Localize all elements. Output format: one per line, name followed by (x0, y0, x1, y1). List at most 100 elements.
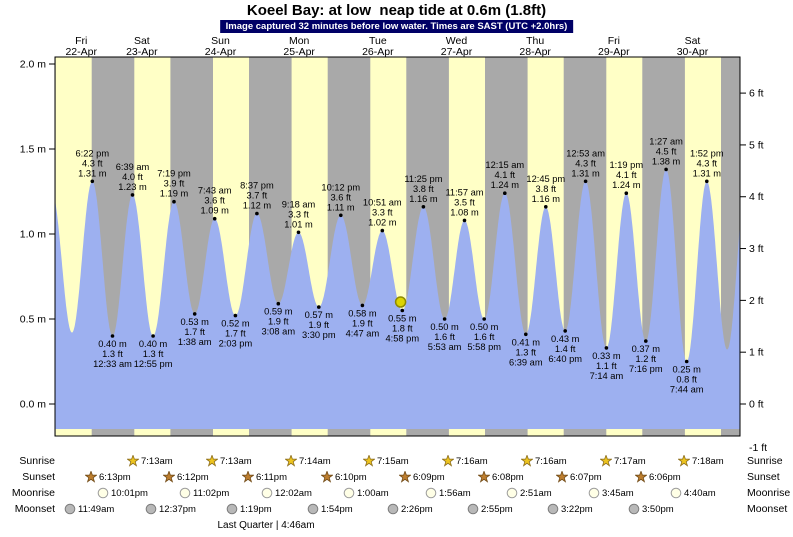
astro-label-sunset-left: Sunset (22, 471, 55, 483)
high-tide-label: 10:51 am 3.3 ft 1.02 m (363, 198, 402, 228)
moonset-time: 3:50pm (642, 503, 674, 515)
sunset-star-icon (85, 471, 97, 483)
tide-extreme-dot (544, 205, 548, 209)
tide-extreme-dot (212, 216, 217, 221)
moonset-event: 2:26pm (387, 503, 433, 515)
moonrise-circle-icon (506, 487, 518, 499)
moonrise-time: 1:56am (439, 487, 471, 499)
moonset-circle-icon (628, 503, 640, 515)
astro-row-moonset: Moonset Moonset 11:49am 12:37pm 1:19pm 1:54pm… (0, 502, 793, 517)
sunrise-event: 7:13am (206, 455, 252, 467)
sunset-time: 6:12pm (177, 471, 209, 483)
low-tide-label: 0.43 m 1.4 ft 6:40 pm (548, 334, 582, 364)
tide-extreme-dot (380, 228, 385, 233)
moonset-circle-icon (64, 503, 76, 515)
high-tide-label: 1:52 pm 4.3 ft 1.31 m (690, 148, 724, 178)
moonset-time: 12:37pm (159, 503, 196, 515)
astro-label-sunrise-left: Sunrise (19, 455, 55, 467)
sunrise-star-icon (442, 455, 454, 467)
moonrise-time: 2:51am (520, 487, 552, 499)
day-label: Sun 24-Apr (205, 35, 237, 58)
low-tide-label: 0.50 m 1.6 ft 5:58 pm (467, 322, 501, 352)
astro-label-moonrise-right: Moonrise (747, 487, 791, 499)
high-tide-label: 1:19 pm 4.1 ft 1.24 m (610, 160, 644, 190)
moonrise-circle-icon (588, 487, 600, 499)
sunset-star-icon (478, 471, 490, 483)
page-title: Koeel Bay: at low neap tide at 0.6m (1.8… (246, 2, 547, 19)
moonrise-event: 11:02pm (179, 487, 229, 499)
current-tide-marker (394, 296, 407, 308)
low-tide-label: 0.33 m 1.1 ft 7:14 am (590, 351, 624, 381)
sunset-star-icon (556, 471, 568, 483)
sunrise-star-icon (363, 455, 375, 467)
tide-extreme-dot (503, 191, 507, 195)
tide-extreme-dot (255, 211, 259, 216)
sunrise-time: 7:13am (141, 455, 173, 467)
tide-extreme-dot (130, 193, 135, 197)
moonset-event: 1:19pm (226, 503, 272, 515)
sunrise-time: 7:15am (377, 455, 409, 467)
moonset-time: 11:49am (78, 503, 115, 515)
moonrise-event: 3:45am (588, 487, 634, 499)
plot-border (54, 56, 741, 437)
moonrise-circle-icon (261, 487, 273, 499)
sunrise-event: 7:14am (285, 455, 331, 467)
high-tide-label: 12:45 pm 3.8 ft 1.16 m (526, 174, 565, 204)
day-label: Tue 26-Apr (362, 35, 394, 58)
moonset-circle-icon (467, 503, 479, 515)
y-axis-label-m: 1.5 m (20, 144, 47, 156)
sunset-event: 6:10pm (321, 471, 367, 483)
low-tide-label: 0.37 m 1.2 ft 7:16 pm (629, 344, 663, 374)
astro-label-moonset-right: Moonset (747, 503, 788, 515)
moonrise-event: 1:00am (343, 487, 389, 499)
sunrise-time: 7:18am (692, 455, 724, 467)
day-label: Sat 30-Apr (677, 35, 709, 58)
moonrise-time: 10:01pm (111, 487, 148, 499)
low-tide-label: 0.25 m 0.8 ft 7:44 am (670, 365, 704, 395)
capture-note-banner: Image captured 32 minutes before low wat… (219, 20, 574, 33)
low-tide-label: 0.40 m 1.3 ft 12:55 pm (134, 339, 173, 369)
tide-extreme-dot (604, 346, 609, 350)
sunset-time: 6:07pm (570, 471, 602, 483)
day-label: Mon 25-Apr (283, 35, 315, 58)
sunset-time: 6:10pm (335, 471, 367, 483)
tide-extreme-dot (151, 334, 155, 338)
sunrise-star-icon (206, 455, 218, 467)
sunrise-star-icon (285, 455, 297, 467)
moon-phase-note: Last Quarter | 4:46am (217, 520, 315, 531)
tide-extreme-dot (276, 301, 281, 306)
astro-label-moonrise-left: Moonrise (11, 487, 55, 499)
moonrise-time: 1:00am (357, 487, 389, 499)
y-axis-label-ft: 5 ft (749, 139, 764, 151)
sunrise-event: 7:18am (678, 455, 724, 467)
low-tide-label: 0.40 m 1.3 ft 12:33 am (93, 339, 132, 369)
tide-extreme-dot (233, 313, 238, 318)
tide-extreme-dot (192, 312, 197, 316)
sunset-time: 6:09pm (413, 471, 445, 483)
moonset-event: 2:55pm (467, 503, 513, 515)
astro-label-sunset-right: Sunset (747, 471, 780, 483)
sunrise-time: 7:16am (456, 455, 488, 467)
astro-label-moonset-left: Moonset (14, 503, 55, 515)
moonrise-time: 12:02am (275, 487, 312, 499)
y-axis-label-ft: 6 ft (749, 88, 764, 100)
high-tide-label: 8:37 pm 3.7 ft 1.12 m (240, 181, 274, 211)
tide-extreme-dot (90, 179, 95, 184)
moonset-event: 3:50pm (628, 503, 674, 515)
sunset-star-icon (242, 471, 254, 483)
sunrise-time: 7:13am (220, 455, 252, 467)
moonset-time: 1:19pm (240, 503, 272, 515)
y-axis-label-ft: 1 ft (749, 347, 764, 359)
tide-extreme-dot (296, 230, 301, 235)
y-axis-label-m: 0.5 m (20, 314, 47, 326)
tide-extreme-dot (482, 317, 487, 321)
moonset-event: 3:22pm (547, 503, 593, 515)
tide-extreme-dot (524, 332, 528, 337)
sunset-event: 6:11pm (242, 471, 287, 483)
high-tide-label: 7:43 am 3.6 ft 1.09 m (198, 186, 232, 216)
moonrise-event: 10:01pm (97, 487, 148, 499)
tide-extreme-dot (172, 199, 176, 204)
high-tide-label: 11:57 am 3.5 ft 1.08 m (445, 187, 483, 217)
astro-row-sunrise: Sunrise Sunrise 7:13am 7:13am 7:14am 7:15am 7:… (0, 454, 793, 469)
